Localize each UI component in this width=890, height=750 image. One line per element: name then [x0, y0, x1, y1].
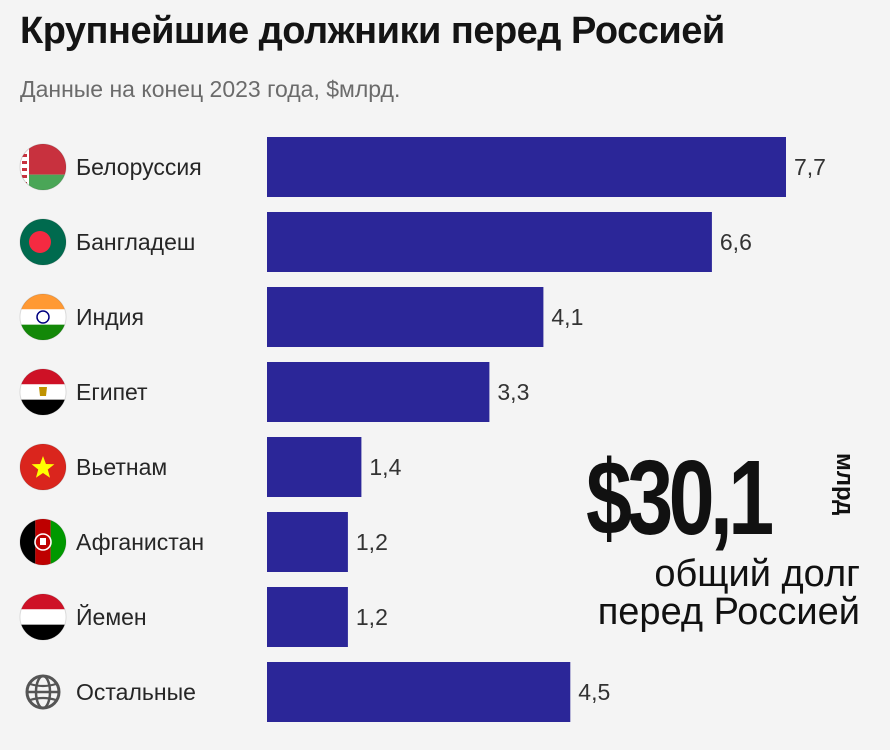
total-debt-caption: общий долг перед Россией — [598, 555, 860, 631]
yemen-flag-icon — [19, 593, 67, 641]
bar — [267, 287, 544, 347]
bar — [267, 437, 362, 497]
bar — [267, 137, 786, 197]
bar — [267, 587, 348, 647]
value-label: 7,7 — [794, 154, 826, 180]
category-label: Египет — [76, 379, 148, 405]
value-label: 1,2 — [356, 604, 388, 630]
india-flag-icon — [19, 293, 67, 341]
total-debt-amount: $30,1 — [586, 439, 774, 557]
bar — [267, 662, 571, 722]
category-label: Афганистан — [76, 529, 204, 555]
afghanistan-flag-icon — [19, 518, 67, 566]
value-label: 1,2 — [356, 529, 388, 555]
value-label: 3,3 — [497, 379, 529, 405]
category-label: Вьетнам — [76, 454, 167, 480]
chart-title: Крупнейшие должники перед Россией — [20, 10, 725, 52]
bar — [267, 512, 348, 572]
egypt-flag-icon — [19, 368, 67, 416]
category-label: Остальные — [76, 679, 196, 705]
globe-icon — [25, 674, 61, 710]
category-label: Бангладеш — [76, 229, 195, 255]
value-label: 1,4 — [369, 454, 401, 480]
total-debt-unit: млрд — [831, 453, 858, 516]
total-debt-block: $30,1 млрд общий долг перед Россией — [580, 445, 870, 645]
total-caption-line2: перед Россией — [597, 591, 860, 633]
bar — [267, 362, 490, 422]
value-label: 4,5 — [578, 679, 610, 705]
category-label: Индия — [76, 304, 144, 330]
value-label: 4,1 — [551, 304, 583, 330]
value-label: 6,6 — [720, 229, 752, 255]
belarus-flag-icon — [19, 143, 67, 191]
total-caption-line1: общий долг — [654, 553, 860, 595]
vietnam-flag-icon — [19, 443, 67, 491]
category-label: Йемен — [76, 603, 147, 630]
bangladesh-flag-icon — [19, 218, 67, 266]
bar — [267, 212, 712, 272]
category-label: Белоруссия — [76, 154, 202, 180]
chart-subtitle: Данные на конец 2023 года, $млрд. — [20, 76, 401, 102]
